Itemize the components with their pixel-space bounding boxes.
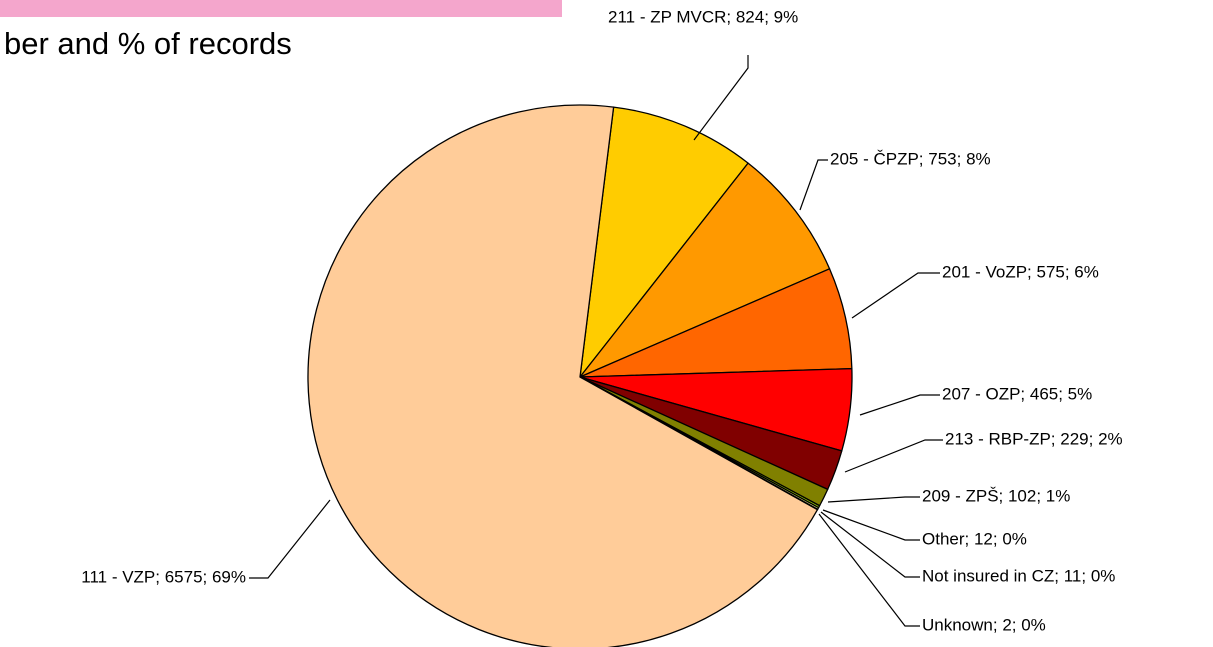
data-label: Unknown; 2; 0%: [922, 615, 1046, 634]
data-label: 211 - ZP MVCR; 824; 9%: [608, 7, 798, 26]
leader-line: [827, 496, 920, 503]
data-label: 209 - ZPŠ; 102; 1%: [922, 486, 1070, 505]
data-label: Other; 12; 0%: [922, 529, 1027, 548]
data-label: Not insured in CZ; 11; 0%: [922, 566, 1115, 585]
chart-title: ber and % of records: [4, 26, 292, 61]
header-band: [0, 0, 562, 17]
pie-slice: [579, 162, 831, 378]
pie-slice: [579, 106, 749, 378]
data-label: 111 - VZP; 6575; 69%: [81, 567, 246, 586]
data-label: 207 - OZP; 465; 5%: [942, 384, 1092, 403]
leader-line: [799, 159, 828, 211]
leader-line: [822, 509, 920, 541]
leader-line: [818, 513, 920, 627]
pie-slice: [307, 104, 819, 647]
data-label: 205 - ČPZP; 753; 8%: [830, 149, 991, 168]
leader-line: [859, 394, 940, 416]
leader-line: [851, 272, 940, 319]
leader-line: [249, 499, 331, 579]
leader-line: [820, 511, 920, 578]
leader-line: [844, 439, 943, 473]
data-label: 201 - VoZP; 575; 6%: [942, 262, 1099, 281]
data-label: 213 - RBP-ZP; 229; 2%: [945, 429, 1123, 448]
leader-line: [693, 55, 749, 141]
